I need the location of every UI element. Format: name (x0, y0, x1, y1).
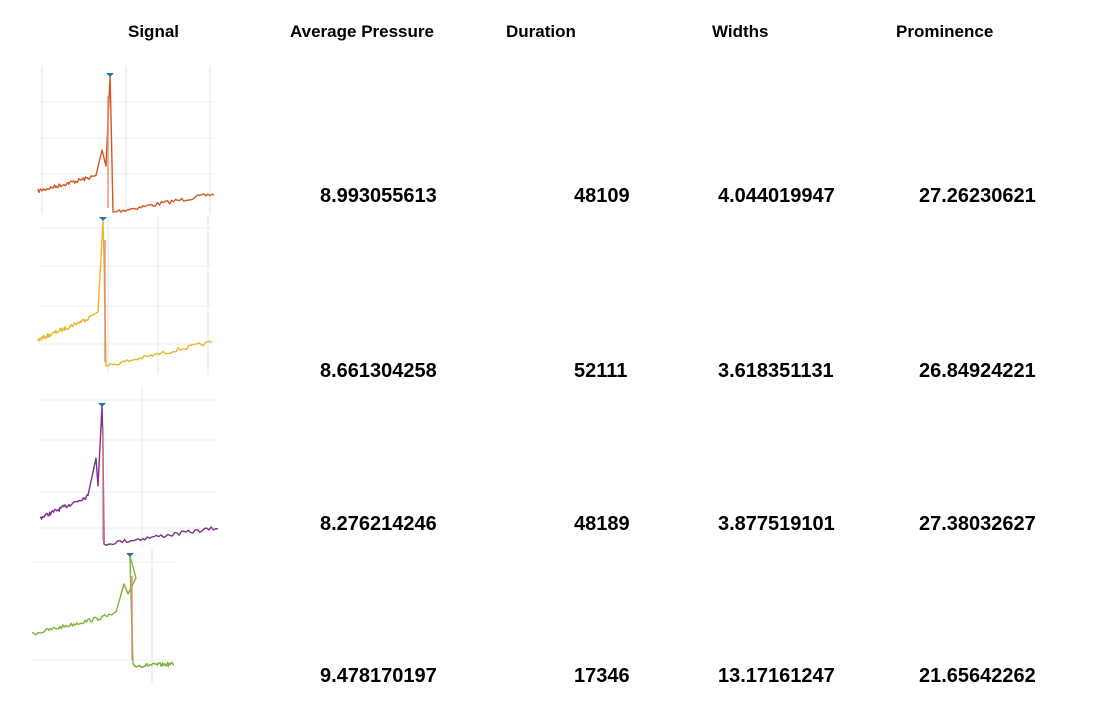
row-1-duration: 48109 (574, 185, 630, 207)
signal-trace (37, 219, 213, 367)
row-4-average-pressure: 9.478170197 (320, 665, 437, 687)
row-2-average-pressure: 8.661304258 (320, 360, 437, 382)
header-duration: Duration (506, 22, 576, 41)
row-4-prominence: 21.65642262 (919, 665, 1036, 687)
header-average-pressure: Average Pressure (290, 22, 434, 41)
row-1-average-pressure: 8.993055613 (320, 185, 437, 207)
row-2-duration: 52111 (574, 360, 628, 382)
signal-thumbnail-4 (31, 548, 175, 684)
header-widths: Widths (712, 22, 769, 41)
peak-marker-icon (98, 403, 106, 407)
header-prominence: Prominence (896, 22, 994, 41)
peak-marker-icon (126, 553, 134, 557)
signal-thumbnail-1 (37, 66, 215, 214)
signal-trace (37, 75, 215, 213)
row-3-duration: 48189 (574, 513, 630, 535)
peak-marker-icon (99, 217, 107, 221)
row-1-widths: 4.044019947 (718, 185, 835, 207)
row-3-widths: 3.877519101 (718, 513, 835, 535)
header-signal: Signal (128, 22, 180, 41)
signal-thumbnail-3 (39, 388, 219, 546)
signal-trace (39, 405, 219, 546)
peak-marker-icon (106, 73, 114, 77)
row-1-prominence: 27.26230621 (919, 185, 1036, 207)
row-4-duration: 17346 (574, 665, 630, 687)
row-4-widths: 13.17161247 (718, 665, 835, 687)
row-2-widths: 3.618351131 (718, 360, 834, 382)
row-3-prominence: 27.38032627 (919, 513, 1036, 535)
signal-trace (31, 555, 175, 669)
signal-thumbnail-2 (37, 216, 213, 374)
row-3-average-pressure: 8.276214246 (320, 513, 437, 535)
row-2-prominence: 26.84924221 (919, 360, 1036, 382)
